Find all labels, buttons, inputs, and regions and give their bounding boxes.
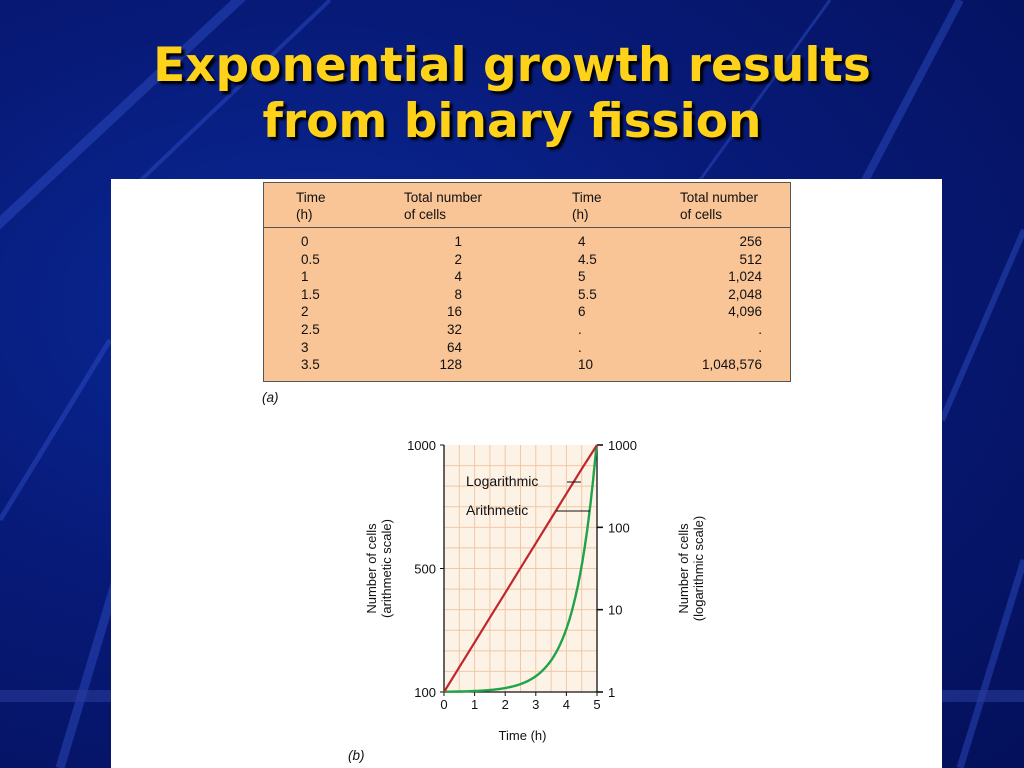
table-cell-count: 1 [454, 234, 462, 249]
x-tick-label: 1 [471, 697, 478, 712]
left-axis-title: Number of cells(arithmetic scale) [364, 519, 394, 618]
left-tick-label: 100 [414, 685, 436, 700]
table-column-time-2: 4 4.5 5 5.5 6.. 10 [578, 233, 597, 374]
x-tick-label: 5 [593, 697, 600, 712]
table-cell-time: 2.5 [301, 321, 320, 337]
table-cell-count: 4 [454, 269, 462, 285]
chart-label: (b) [348, 748, 365, 763]
table-cell-time: 6 [578, 304, 586, 320]
table-cell-count: . [758, 321, 762, 337]
table-cell-time: 1 [301, 269, 309, 285]
left-tick-label: 500 [414, 562, 436, 577]
x-tick-label: 4 [563, 697, 570, 712]
right-axis-title-line: Number of cells [676, 523, 691, 614]
table-cell-count: 8 [454, 286, 462, 302]
table-cell-time: . [578, 321, 582, 337]
table-cell-time: 0.5 [301, 251, 320, 267]
table-cell-time: 3 [301, 339, 309, 355]
table-cell-count: 16 [446, 304, 462, 320]
left-axis-title-line: (arithmetic scale) [379, 519, 394, 618]
right-tick-label: 10 [608, 603, 622, 618]
logarithmic-series-label: Logarithmic [466, 473, 538, 489]
logarithmic-series-line [443, 444, 598, 693]
table-header-divider [264, 227, 790, 228]
table-cell-time: 10 [578, 357, 594, 373]
x-tick-label: 0 [440, 697, 447, 712]
table-cell-time: 1.5 [301, 286, 320, 302]
left-axis-title-line: Number of cells [364, 523, 379, 614]
x-tick-label: 3 [532, 697, 539, 712]
table-column-cells-1: 1 2 4 8 16 32 64 128 [374, 233, 462, 374]
right-axis-title-line: (logarithmic scale) [691, 516, 706, 621]
table-cell-count: 512 [739, 251, 762, 267]
table-column-time-1: 0 0.5 1 1.5 2 2.5 3 3.5 [301, 233, 320, 374]
table-cell-time: 2 [301, 304, 309, 320]
table-cell-time: 4.5 [578, 251, 597, 267]
table-header-cells-2: Total number of cells [680, 190, 759, 222]
right-tick-label: 1000 [608, 438, 637, 453]
table-cell-count: 1,048,576 [701, 357, 762, 373]
table-cell-count: 2,048 [728, 286, 762, 302]
figure-panel: Time (h) Total number of cells Time (h) … [111, 179, 942, 768]
right-tick-label: 100 [608, 520, 630, 535]
table-label: (a) [262, 390, 279, 405]
slide-title: Exponential growth results from binary f… [0, 38, 1024, 150]
left-tick-label: 1000 [407, 438, 436, 453]
right-axis-title: Number of cells(logarithmic scale) [676, 516, 706, 621]
x-tick-label: 2 [502, 697, 509, 712]
table-cell-time: . [578, 339, 582, 355]
table-cell-count: 4,096 [728, 304, 762, 320]
arithmetic-series-label: Arithmetic [466, 502, 528, 518]
table-cell-count: 32 [446, 321, 462, 337]
table-header-time-1: Time (h) [296, 190, 326, 222]
table-header-cells-1: Total number of cells [404, 190, 483, 222]
right-tick-label: 1 [608, 685, 615, 700]
table-cell-time: 0 [301, 234, 309, 249]
table-header-time-2: Time (h) [572, 190, 602, 222]
title-line-2: from binary fission [262, 94, 762, 149]
growth-chart: 0 1 2 3 4 5 1000 500 100 1000 100 10 1 Logarithmic Ari… [364, 438, 706, 743]
table-cell-time: 3.5 [301, 357, 320, 373]
table-cell-count: 1,024 [728, 269, 762, 285]
table-cell-time: 4 [578, 234, 586, 249]
table-cell-count: 2 [454, 251, 462, 267]
table-cell-count: 128 [439, 357, 462, 373]
table-cell-time: 5 [578, 269, 586, 285]
table-cell-count: 64 [446, 339, 462, 355]
table-column-cells-2: 256 512 1,024 2,048 4,096.. 1,048,576 [664, 233, 762, 374]
table-cell-time: 5.5 [578, 286, 597, 302]
title-line-1: Exponential growth results [153, 38, 871, 93]
arithmetic-series-line [443, 444, 599, 693]
table-cell-count: . [758, 339, 762, 355]
table-cell-count: 256 [739, 234, 762, 249]
growth-table: Time (h) Total number of cells Time (h) … [263, 182, 791, 382]
x-axis-title: Time (h) [499, 728, 547, 743]
